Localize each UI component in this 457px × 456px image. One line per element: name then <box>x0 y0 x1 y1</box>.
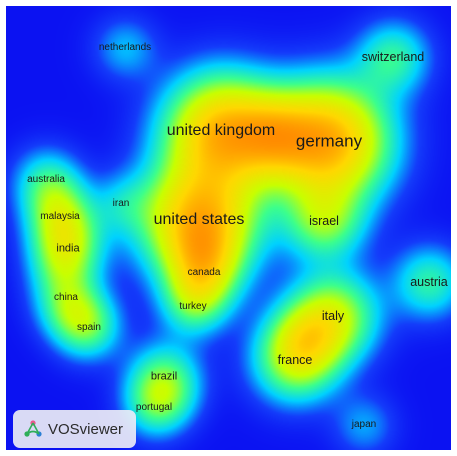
term-canada[interactable]: canada <box>187 267 221 278</box>
term-netherlands[interactable]: netherlands <box>98 42 152 53</box>
term-china[interactable]: china <box>54 292 78 303</box>
term-israel[interactable]: israel <box>309 213 339 228</box>
term-iran[interactable]: iran <box>112 198 130 209</box>
term-germany[interactable]: germany <box>295 131 363 151</box>
vosviewer-logo[interactable]: VOSviewer <box>13 410 136 448</box>
term-malaysia[interactable]: malaysia <box>40 211 80 222</box>
term-austria[interactable]: austria <box>410 274 448 289</box>
term-united-states[interactable]: united states <box>153 211 245 228</box>
term-japan[interactable]: japan <box>351 419 377 430</box>
term-india[interactable]: india <box>56 242 80 255</box>
vosviewer-logo-text: VOSviewer <box>48 420 124 438</box>
term-brazil[interactable]: brazil <box>150 370 178 383</box>
density-heatmap[interactable] <box>6 6 451 450</box>
term-turkey[interactable]: turkey <box>179 301 207 312</box>
term-australia[interactable]: australia <box>27 174 65 185</box>
density-map-viewport[interactable]: netherlands switzerland united kingdom g… <box>6 6 451 450</box>
vosviewer-logo-icon <box>24 420 42 437</box>
term-italy[interactable]: italy <box>321 308 345 323</box>
term-united-kingdom[interactable]: united kingdom <box>166 122 276 139</box>
term-portugal[interactable]: portugal <box>135 402 173 413</box>
term-france[interactable]: france <box>277 352 313 367</box>
term-spain[interactable]: spain <box>77 322 101 333</box>
term-switzerland[interactable]: switzerland <box>361 49 425 64</box>
